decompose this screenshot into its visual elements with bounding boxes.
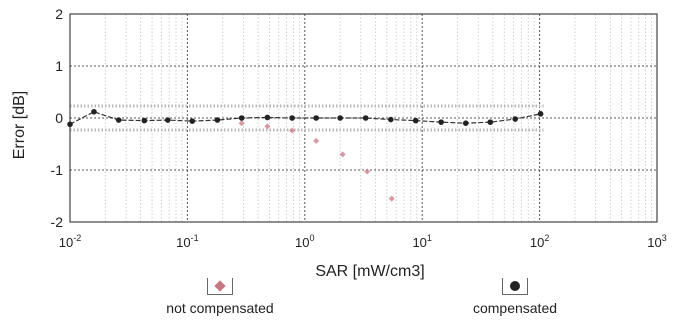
diamond-marker-icon — [214, 280, 226, 292]
data-point — [362, 115, 369, 121]
y-tick-label: 2 — [55, 6, 63, 22]
data-point — [238, 115, 245, 121]
circle-marker-icon — [510, 281, 520, 291]
data-point — [387, 116, 394, 123]
data-point — [67, 121, 73, 128]
y-tick-label: 1 — [55, 58, 63, 74]
data-point — [289, 115, 295, 121]
y-tick-labels: -2 -1 0 1 2 — [51, 6, 64, 230]
legend-label-compensated: compensated — [472, 300, 558, 316]
data-point — [238, 120, 245, 127]
data-point — [438, 119, 444, 125]
series-compensated — [67, 108, 544, 128]
data-point — [462, 120, 469, 126]
x-tick-label: 102 — [530, 233, 549, 250]
data-point — [115, 117, 122, 123]
data-point — [313, 137, 320, 144]
data-point — [512, 116, 519, 122]
legend-not-compensated: not compensated — [150, 278, 290, 316]
y-axis-label: Error [dB] — [11, 91, 28, 159]
x-tick-label: 103 — [647, 233, 666, 250]
x-tick-label: 10-2 — [59, 233, 81, 250]
series-line — [69, 111, 541, 125]
series-not-compensated — [238, 120, 395, 202]
data-point — [164, 117, 171, 123]
y-tick-label: -2 — [51, 214, 64, 230]
data-point — [337, 115, 343, 121]
data-point — [264, 114, 271, 121]
x-tick-labels: 10-2 10-1 100 101 102 103 — [59, 233, 667, 250]
data-point — [141, 117, 148, 124]
legend-label-not-compensated: not compensated — [166, 300, 274, 316]
data-point — [189, 118, 196, 124]
data-point — [289, 127, 296, 134]
y-tick-label: -1 — [51, 162, 64, 178]
data-point — [313, 115, 319, 121]
y-tick-label: 0 — [55, 110, 63, 126]
data-point — [91, 108, 97, 115]
data-point — [412, 117, 419, 124]
plot-frame — [69, 13, 658, 223]
data-point — [264, 123, 271, 130]
data-point — [487, 119, 494, 125]
x-axis-label: SAR [mW/cm3] — [315, 263, 424, 280]
legend-swatch-compensated — [502, 278, 528, 295]
legend-swatch-not-compensated — [207, 278, 233, 295]
legend-compensated: compensated — [455, 278, 575, 316]
data-point — [339, 151, 346, 158]
x-tick-label: 10-1 — [176, 233, 198, 250]
x-tick-label: 101 — [412, 233, 431, 250]
data-point — [388, 195, 395, 202]
x-tick-label: 100 — [295, 233, 314, 250]
data-point — [214, 117, 221, 123]
data-point — [537, 111, 544, 117]
data-point — [364, 168, 371, 175]
